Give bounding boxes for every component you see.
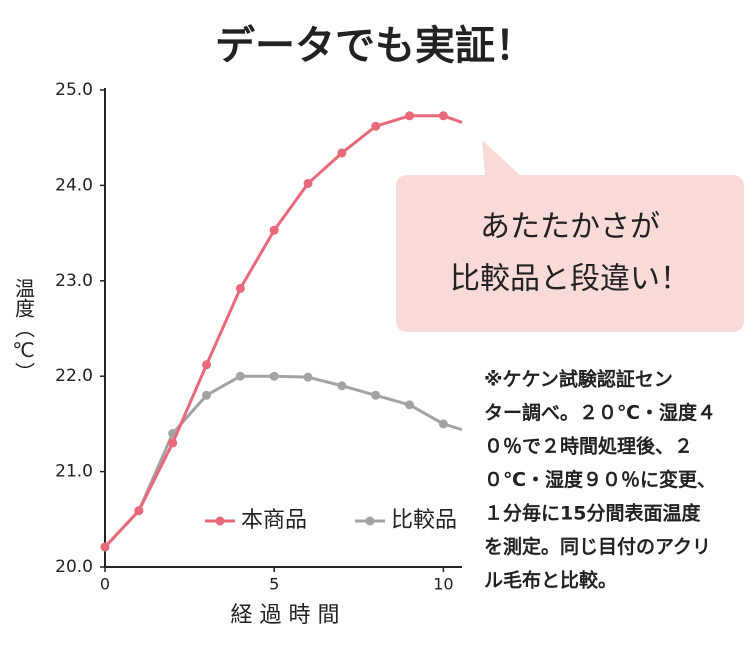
point [337, 148, 347, 158]
note-line: ター調べ。２０℃・湿度４ [484, 401, 716, 424]
legend-swatch [365, 516, 375, 526]
point [438, 111, 448, 121]
y-tick-label: 25.0 [55, 80, 93, 100]
point [405, 111, 415, 121]
callout-bubble [396, 140, 744, 332]
series-line [103, 114, 463, 548]
note-line: ル毛布と比較。 [484, 569, 617, 592]
point [168, 438, 178, 448]
chart-title: データでも実証！ [215, 23, 535, 69]
point [405, 400, 415, 410]
point [134, 506, 144, 516]
point [337, 381, 347, 391]
point [303, 372, 313, 382]
point [100, 542, 110, 552]
point [269, 225, 279, 235]
point [303, 178, 313, 188]
callout-text: 比較品と段違い！ [450, 262, 690, 297]
y-tick-label: 20.0 [55, 557, 93, 577]
callout-text: あたたかさが [480, 210, 660, 245]
note-line: ※ケケン試験認証セン [484, 368, 673, 391]
y-axis-label: 温度（℃） [12, 278, 36, 382]
point [235, 371, 245, 381]
legend-swatch [215, 516, 225, 526]
x-axis-label: 経 過 時 間 [231, 603, 340, 628]
series-line [103, 374, 463, 548]
x-tick-label: 10 [433, 575, 453, 594]
y-tick-label: 21.0 [55, 462, 93, 482]
y-tick-label: 22.0 [55, 366, 93, 386]
point [235, 283, 245, 293]
point [202, 390, 212, 400]
point [269, 371, 279, 381]
point [202, 360, 212, 370]
legend-label: 比較品 [391, 508, 457, 533]
note-line: １分毎に15分間表面温度 [484, 502, 701, 525]
legend-label: 本商品 [241, 508, 307, 533]
y-tick-label: 23.0 [55, 271, 93, 291]
note-line: を測定。同じ目付のアクリ [484, 535, 711, 558]
x-tick-label: 0 [100, 575, 110, 594]
point [371, 390, 381, 400]
y-tick-label: 24.0 [55, 175, 93, 195]
note-line: ０℃・湿度９０％に変更、 [484, 468, 716, 491]
note-line: ０％で２時間処理後、２ [484, 435, 693, 458]
point [438, 419, 448, 429]
x-tick-label: 5 [269, 575, 279, 594]
point [371, 121, 381, 131]
